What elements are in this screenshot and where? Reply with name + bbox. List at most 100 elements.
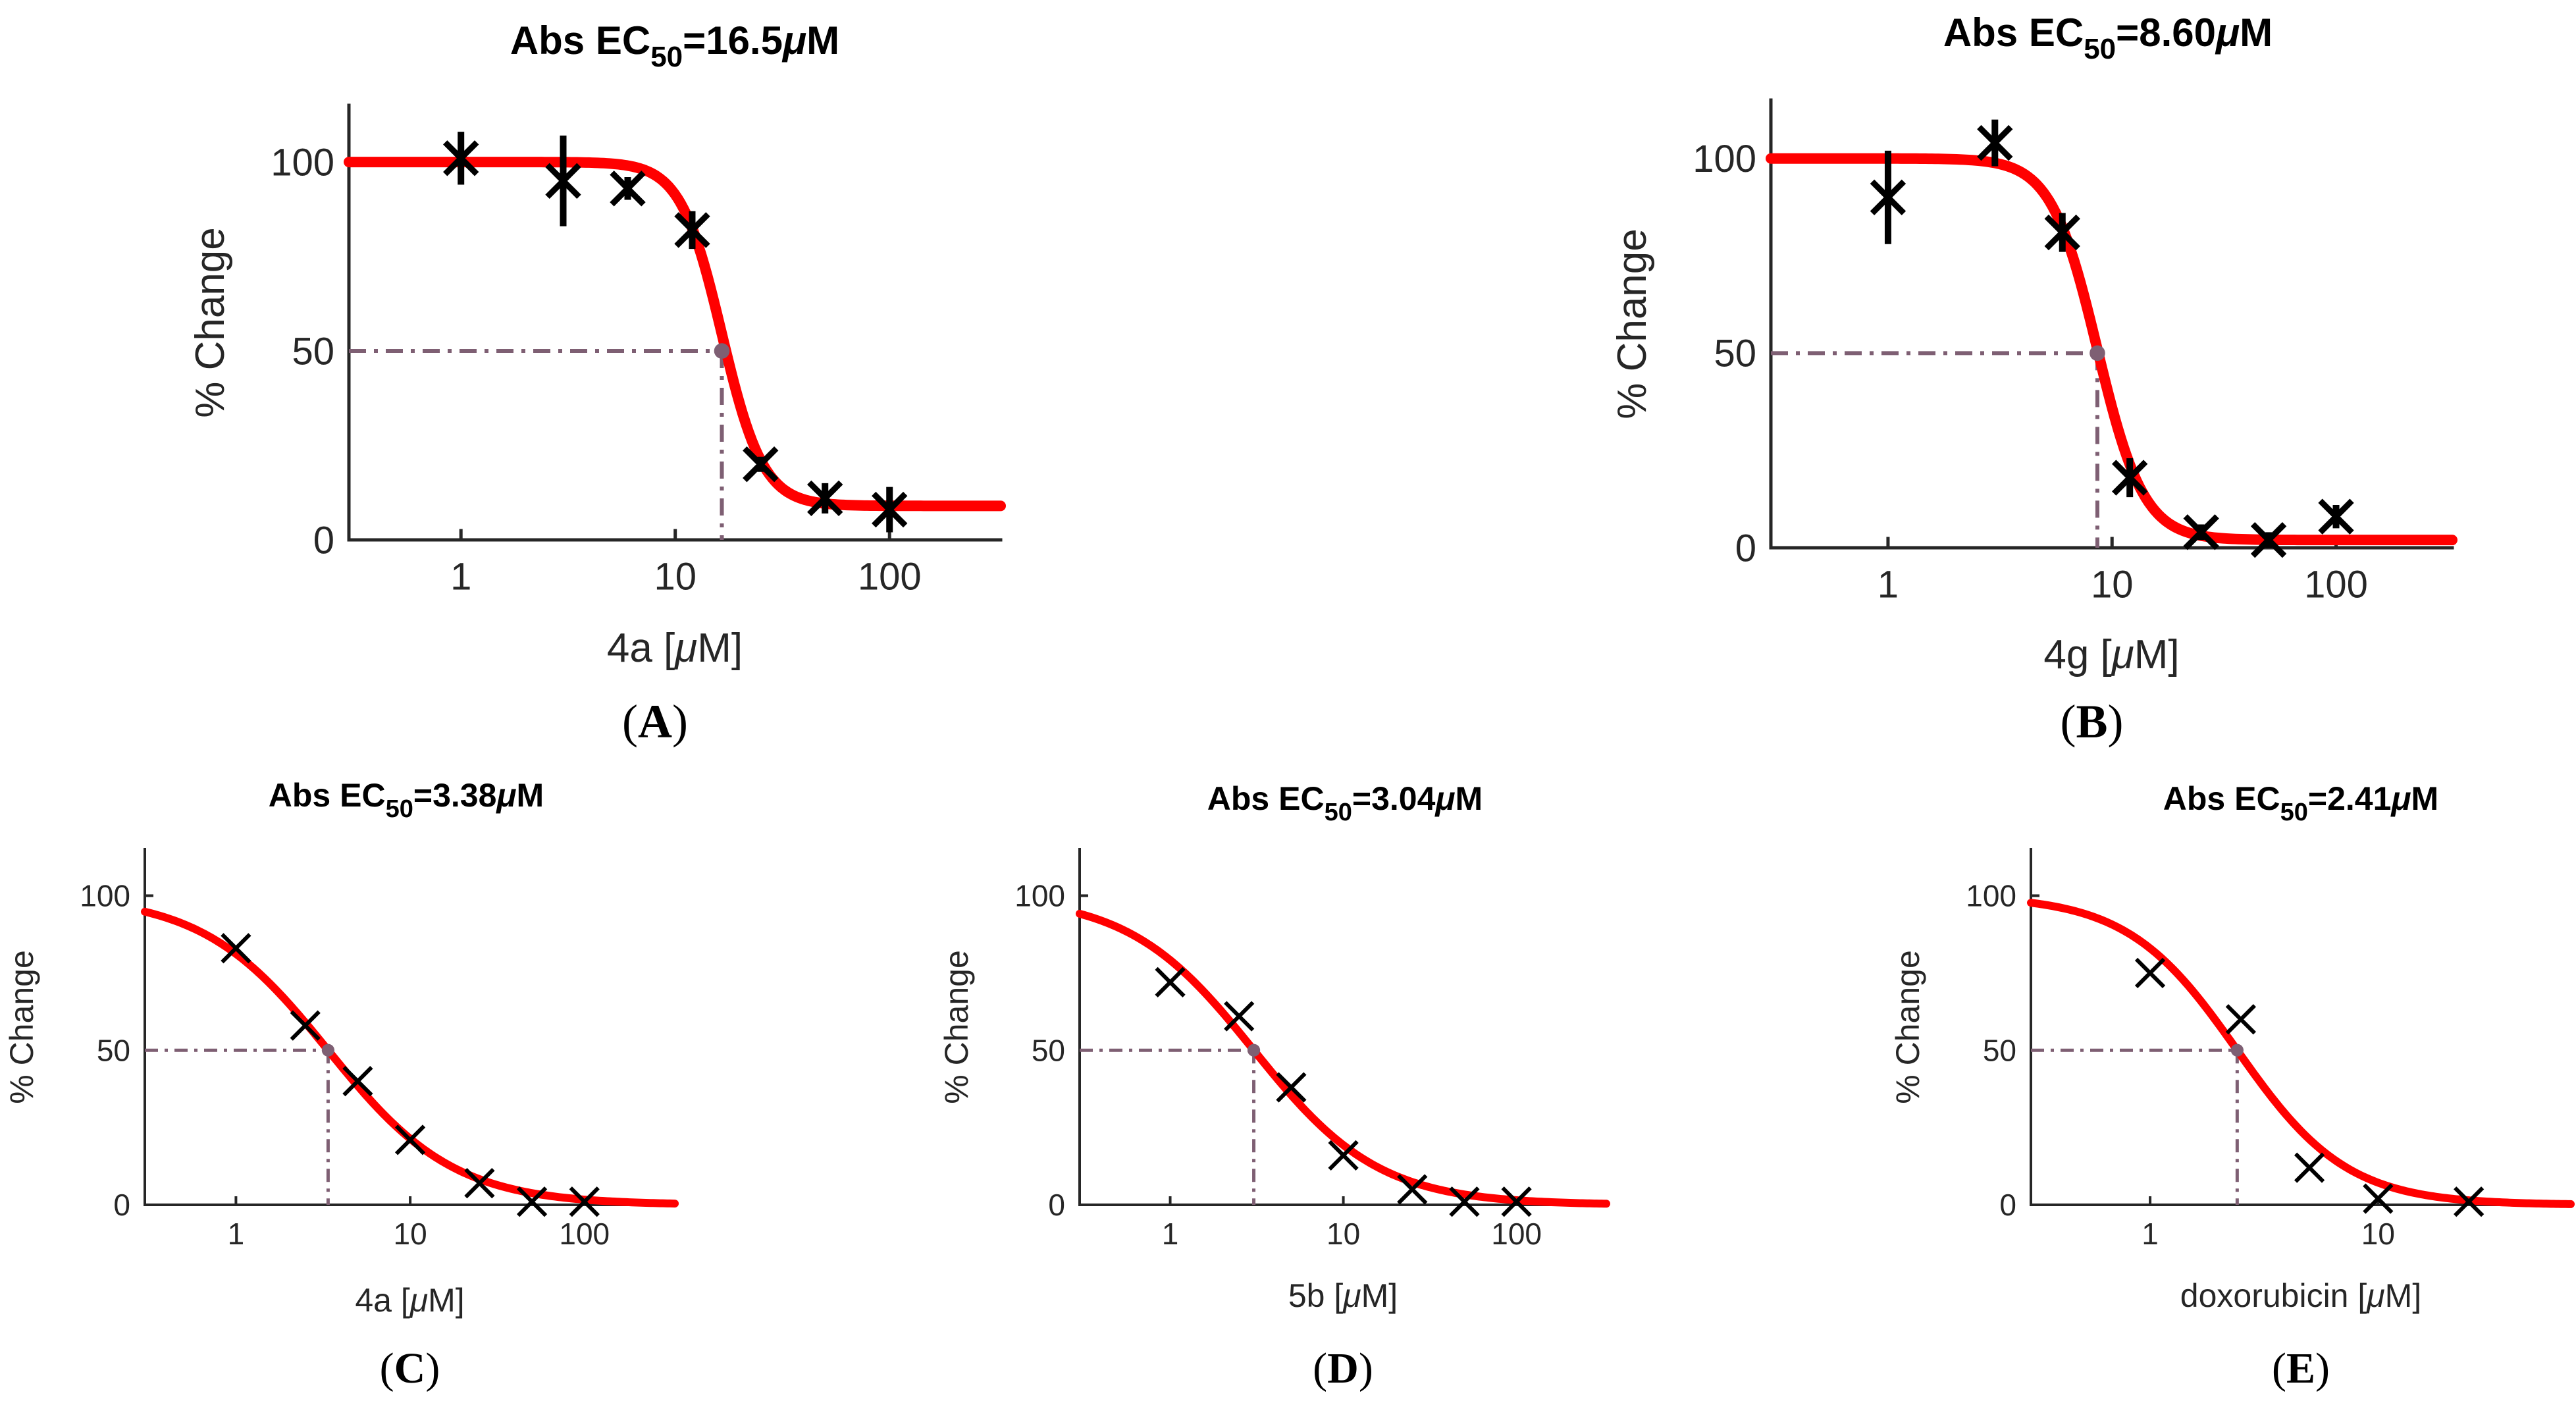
x-tick-label: 100: [559, 1217, 610, 1251]
point-marker-stroke: [443, 140, 479, 176]
data-point: [516, 1186, 548, 1217]
title-prefix: Abs EC: [269, 777, 386, 814]
data-point: [221, 933, 251, 964]
x-label-m: M]: [428, 1282, 465, 1319]
title-unit-mu: μ: [1434, 780, 1455, 817]
x-tick-label: 1: [1878, 563, 1899, 606]
data-point: [872, 487, 908, 533]
point-marker-stroke: [1328, 1140, 1359, 1171]
ec50-point: [2090, 345, 2105, 361]
point-marker-stroke: [290, 1010, 321, 1041]
x-tick-label: 1: [2142, 1217, 2159, 1251]
data-point: [342, 1066, 373, 1097]
data-point: [1870, 150, 1906, 244]
x-tick-label: 100: [2304, 563, 2368, 606]
x-tick-label: 10: [654, 555, 697, 598]
ec50-point: [714, 343, 730, 359]
y-tick-label: 100: [1014, 879, 1065, 913]
title-prefix: Abs EC: [2163, 780, 2280, 817]
panel-label-letter: A: [638, 695, 672, 748]
data-point: [1397, 1174, 1428, 1205]
point-marker-stroke: [610, 171, 646, 207]
point-marker-stroke: [2044, 214, 2080, 251]
title-unit-mu: μ: [2215, 11, 2240, 55]
data-point: [807, 480, 843, 517]
point-marker-stroke: [674, 212, 710, 248]
x-label-prefix: 4a [: [607, 625, 675, 671]
point-marker-stroke: [2363, 1183, 2394, 1214]
ec50-point: [321, 1044, 334, 1057]
point-marker-stroke: [1155, 966, 1186, 998]
data-point: [1449, 1186, 1480, 1217]
x-label-mu: μ: [1342, 1277, 1361, 1314]
x-label-m: M]: [2134, 632, 2180, 677]
panel-label-close: ): [2315, 1344, 2330, 1392]
y-axis-label: % Change: [3, 950, 40, 1104]
y-tick-label: 50: [1032, 1033, 1065, 1067]
y-tick-label: 100: [1693, 138, 1756, 180]
point-marker-stroke: [464, 1168, 495, 1199]
title-subscript: 50: [2084, 33, 2116, 65]
point-marker-stroke: [2318, 498, 2354, 535]
x-label-mu: μ: [409, 1282, 428, 1319]
data-point: [394, 1125, 426, 1155]
data-point: [1276, 1072, 1307, 1103]
title-unit-mu: μ: [495, 777, 516, 814]
data-point: [2294, 1152, 2325, 1183]
fit-curve: [2027, 899, 2575, 1208]
point-marker-stroke: [545, 163, 581, 199]
x-label-prefix: 4g [: [2043, 632, 2111, 677]
data-point: [2318, 498, 2354, 535]
data-point: [1977, 119, 2013, 167]
point-marker-stroke: [2112, 460, 2148, 496]
fit-curve: [1076, 909, 1610, 1208]
title-unit-m: M: [806, 18, 839, 63]
x-tick-label: 10: [393, 1217, 427, 1251]
y-tick-label: 100: [80, 879, 130, 913]
x-axis-label: 4a [μM]: [607, 625, 743, 671]
point-marker-stroke: [342, 1066, 373, 1097]
data-point: [569, 1186, 600, 1217]
x-tick-label: 1: [228, 1217, 245, 1251]
x-label-mu: μ: [2365, 1277, 2384, 1314]
data-point: [2454, 1186, 2484, 1217]
point-marker-stroke: [1870, 179, 1906, 216]
point-marker-stroke: [1224, 1001, 1255, 1032]
data-point: [1501, 1186, 1532, 1217]
x-label-prefix: doxorubicin [: [2180, 1277, 2367, 1314]
x-axis-label: 4a [μM]: [355, 1282, 464, 1319]
point-marker-stroke: [2225, 1004, 2256, 1035]
x-label-mu: μ: [673, 625, 697, 671]
point-marker-stroke: [1276, 1072, 1307, 1103]
title-subscript: 50: [386, 795, 413, 823]
panel-label-letter: C: [394, 1344, 426, 1392]
data-point: [2134, 957, 2166, 988]
panel-label-open: (: [380, 1344, 394, 1392]
panel-label: (D): [1313, 1344, 1373, 1392]
panel-label-open: (: [1313, 1344, 1327, 1392]
data-point: [674, 211, 710, 250]
point-marker-stroke: [807, 480, 843, 517]
title-subscript: 50: [650, 41, 683, 73]
title-unit-m: M: [2240, 11, 2273, 55]
x-label-m: M]: [1361, 1277, 1398, 1314]
data-point: [2183, 514, 2219, 550]
y-axis-label: % Change: [188, 227, 233, 418]
x-tick-label: 10: [1327, 1217, 1360, 1251]
panel-label: (E): [2272, 1344, 2330, 1392]
y-tick-label: 0: [113, 1188, 130, 1222]
panel-label: (B): [2061, 695, 2124, 748]
y-tick-label: 50: [1714, 332, 1756, 375]
x-label-prefix: 4a [: [355, 1282, 410, 1319]
title-value: =8.60: [2116, 11, 2216, 55]
data-point: [2250, 521, 2287, 558]
panel-label-close: ): [1359, 1344, 1373, 1392]
title-prefix: Abs EC: [1207, 780, 1325, 817]
point-marker-stroke: [2294, 1152, 2325, 1183]
panel-label-close: ): [425, 1344, 440, 1392]
title-subscript: 50: [1325, 799, 1352, 826]
x-label-prefix: 5b [: [1288, 1277, 1344, 1314]
